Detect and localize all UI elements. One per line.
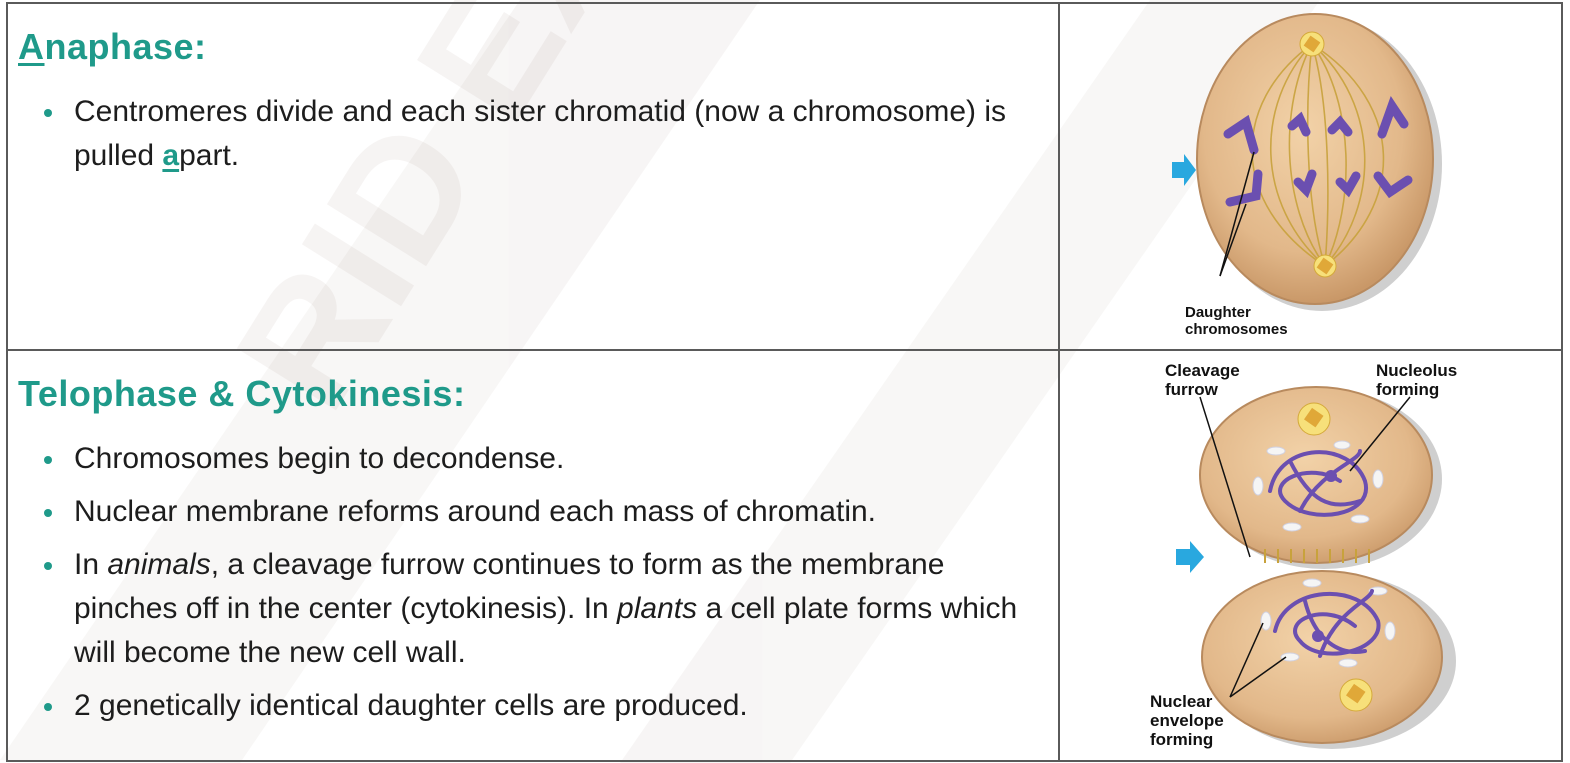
bottom-centrosome	[1339, 678, 1373, 712]
anaphase-bullet-text-end: part.	[179, 139, 240, 172]
daughter-chromosomes-label-2: chromosomes	[1185, 321, 1288, 338]
anaphase-highlight-letter: a	[162, 139, 180, 172]
arrow-icon	[1176, 541, 1204, 573]
anaphase-bullets: Centromeres divide and each sister chrom…	[8, 90, 1058, 178]
telophase-bullet: 2 genetically identical daughter cells a…	[44, 684, 1038, 728]
notes-table: Anaphase: Centromeres divide and each si…	[6, 2, 1563, 762]
bullet-text: , a cleavage furrow continues to form as…	[74, 548, 945, 625]
daughter-chromosomes-label: Daughter	[1185, 304, 1251, 321]
cleavage-furrow-label-2: furrow	[1165, 380, 1219, 399]
telophase-bullet: In animals, a cleavage furrow continues …	[44, 543, 1038, 675]
telophase-figure-cell: Cleavage furrow Nucleolus forming Nuclea…	[1058, 349, 1563, 762]
anaphase-heading: Anaphase:	[18, 26, 1058, 68]
nucleolus-forming-label-2: forming	[1376, 380, 1439, 399]
nuclear-envelope-label-2: envelope	[1150, 711, 1224, 730]
bullet-italic-plants: plants	[617, 592, 698, 625]
spindle-fibers	[1251, 43, 1385, 267]
cleavage-furrow-label: Cleavage	[1165, 361, 1240, 380]
telophase-bullet: Chromosomes begin to decondense.	[44, 437, 1038, 481]
anaphase-heading-rest: naphase:	[44, 26, 207, 67]
anaphase-figure-cell: Daughter chromosomes	[1058, 2, 1563, 351]
top-centrosome	[1297, 402, 1331, 436]
bottom-centrosome	[1313, 254, 1337, 278]
cell-body	[1196, 13, 1434, 305]
telophase-bullet: Nuclear membrane reforms around each mas…	[44, 490, 1038, 534]
anaphase-text-cell: Anaphase: Centromeres divide and each si…	[6, 2, 1060, 351]
anaphase-row: Anaphase: Centromeres divide and each si…	[6, 2, 1563, 351]
telophase-bullets: Chromosomes begin to decondense. Nuclear…	[8, 437, 1058, 728]
chromatin	[1268, 449, 1381, 658]
nucleolus	[1325, 470, 1337, 482]
anaphase-bullet-text: Centromeres divide and each sister chrom…	[74, 95, 1007, 172]
nucleolus-forming-label: Nucleolus	[1376, 361, 1457, 380]
nucleolus	[1312, 630, 1324, 642]
nuclear-envelope-label-3: forming	[1150, 730, 1213, 749]
daughter-chromosomes	[1223, 96, 1413, 207]
bullet-text: a cell plate forms which will become the…	[74, 592, 1018, 669]
telophase-row: Telophase & Cytokinesis: Chromosomes beg…	[6, 349, 1563, 762]
top-centrosome	[1299, 31, 1325, 57]
bullet-italic-animals: animals	[107, 548, 211, 581]
telophase-text-cell: Telophase & Cytokinesis: Chromosomes beg…	[6, 349, 1060, 762]
cleavage-furrow-fibers	[1264, 549, 1370, 563]
anaphase-cell-diagram: Daughter chromosomes	[1172, 13, 1442, 338]
telophase-heading: Telophase & Cytokinesis:	[18, 373, 466, 414]
bottom-daughter-cell	[1201, 570, 1443, 744]
label-leader-lines	[1199, 396, 1411, 698]
anaphase-heading-first-letter: A	[18, 26, 45, 67]
bullet-text: In	[74, 548, 108, 581]
telophase-cell-diagram: Cleavage furrow Nucleolus forming Nuclea…	[1150, 361, 1457, 749]
anaphase-bullet: Centromeres divide and each sister chrom…	[44, 90, 1038, 178]
label-leader-lines	[1219, 151, 1255, 277]
nuclear-envelope-label: Nuclear	[1150, 692, 1213, 711]
arrow-icon	[1172, 154, 1196, 186]
nuclear-envelope-fragments	[1252, 440, 1396, 668]
